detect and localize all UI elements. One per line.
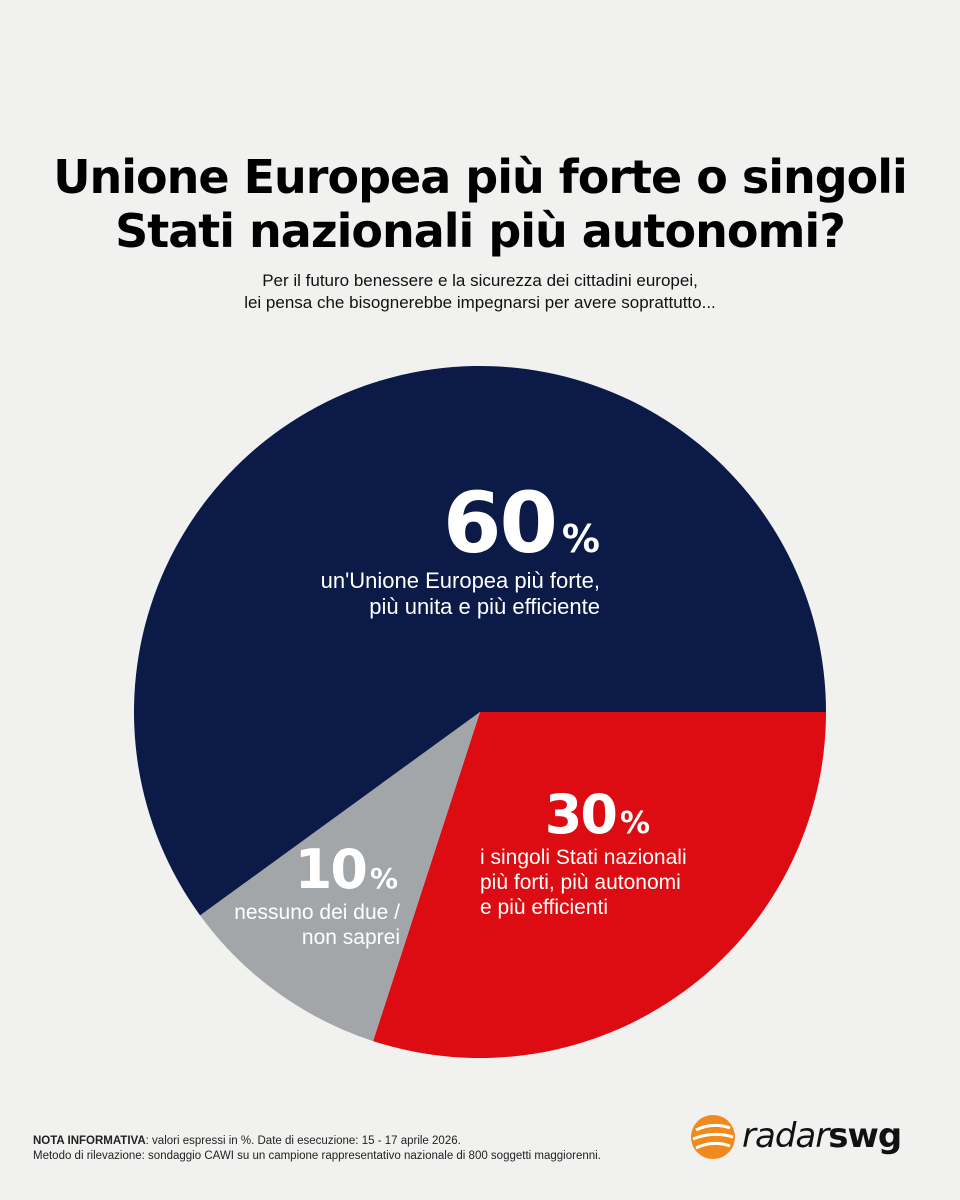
slice-label-60: 60% un'Unione Europea più forte, più uni… (300, 478, 600, 620)
title-line-1: Unione Europea più forte o singoli (53, 150, 908, 204)
slice-text-60-line1: un'Unione Europea più forte, (320, 568, 600, 593)
slice-value-30: 30 (544, 783, 618, 846)
note-line-2: Metodo di rilevazione: sondaggio CAWI su… (33, 1150, 601, 1162)
slice-value-60: 60 (443, 474, 558, 572)
slice-text-10-line1: nessuno dei due / (234, 901, 400, 924)
slice-text-30-line1: i singoli Stati nazionali (480, 846, 687, 869)
title-line-2: Stati nazionali più autonomi? (115, 204, 846, 258)
pie-slice-60 (133, 365, 826, 916)
radar-swg-logo: radarswg (688, 1108, 928, 1168)
subtitle-line-2: lei pensa che bisognerebbe impegnarsi pe… (244, 293, 716, 312)
slice-text-10-line2: non saprei (301, 926, 400, 949)
slice-text-30-line3: e più efficienti (480, 896, 609, 919)
logo-radar-text: radar (742, 1116, 829, 1156)
slice-text-30-line2: più forti, più autonomi (480, 871, 681, 894)
note-label: NOTA INFORMATIVA (33, 1135, 146, 1147)
slice-label-10: 10% nessuno dei due / non saprei (190, 840, 400, 950)
percent-sign: % (369, 862, 398, 895)
pie-slice-30 (373, 712, 826, 1059)
slice-value-10: 10 (294, 838, 368, 901)
pie-slice-10 (200, 712, 480, 1042)
slice-label-30: 30% i singoli Stati nazionali più forti,… (440, 785, 710, 920)
note-line-1-text: : valori espressi in %. Date di esecuzio… (145, 1135, 461, 1147)
logo-swg-text: swg (828, 1116, 902, 1156)
info-note: NOTA INFORMATIVA: valori espressi in %. … (33, 1134, 673, 1164)
slice-text-60-line2: più unita e più efficiente (369, 594, 600, 619)
page-subtitle: Per il futuro benessere e la sicurezza d… (0, 270, 960, 314)
logo-globe-icon (691, 1115, 735, 1159)
page-title: Unione Europea più forte o singoli Stati… (0, 150, 960, 258)
percent-sign: % (561, 517, 600, 561)
percent-sign: % (619, 806, 650, 841)
subtitle-line-1: Per il futuro benessere e la sicurezza d… (262, 271, 698, 290)
logo-wordmark: radarswg (742, 1114, 902, 1158)
note-line-1: NOTA INFORMATIVA: valori espressi in %. … (33, 1134, 673, 1149)
